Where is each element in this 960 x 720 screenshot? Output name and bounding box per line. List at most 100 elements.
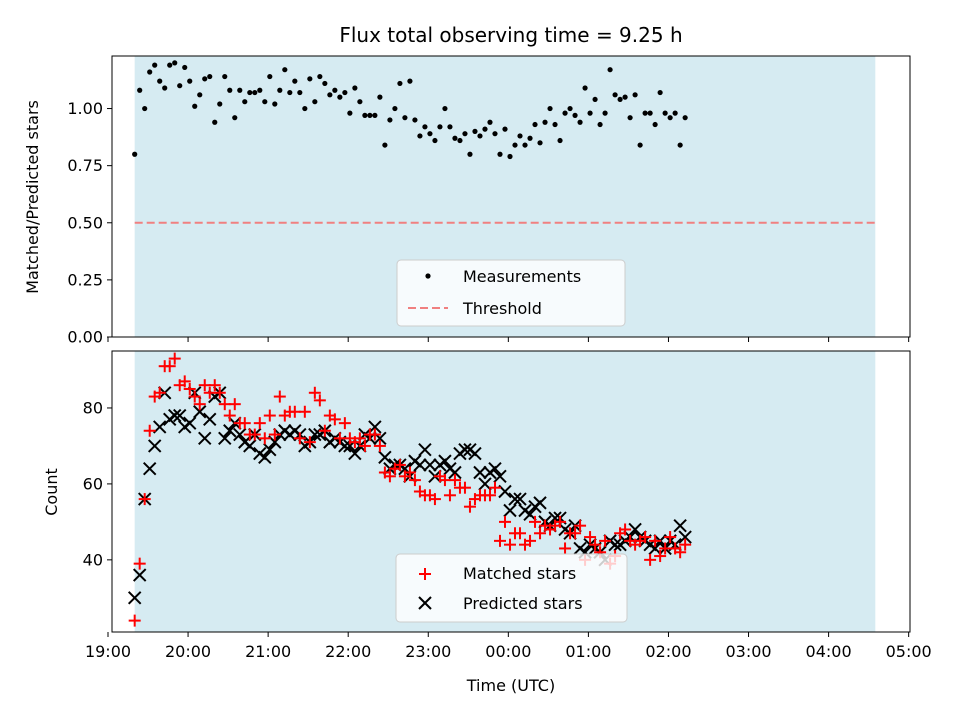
legend-measurements-label: Measurements [463,267,581,286]
predicted-point [498,484,512,499]
measurement-point [347,110,353,116]
measurement-point [267,73,273,80]
predicted-point [423,458,437,472]
top-title: Flux total observing time = 9.25 h [339,23,682,47]
predicted-point [458,443,472,457]
measurement-point [437,124,443,130]
measurement-point [202,76,208,82]
predicted-point [438,454,452,468]
predicted-point [233,427,247,442]
matched-point [458,481,471,494]
matched-point [644,553,657,566]
measurement-point [622,94,628,100]
legend-predicted-marker [418,596,432,610]
measurement-point [272,101,278,107]
measurement-point [542,119,548,125]
x-tick-label: 03:00 [725,642,771,661]
x-tick-label: 01:00 [565,642,611,661]
measurement-point [282,67,288,73]
measurement-point [627,115,633,121]
matched-point [213,386,226,399]
predicted-point [223,424,237,438]
bottom-x-ticks: 19:00 20:00 21:00 22:00 23:00 00:00 01:00 02:00… [85,632,932,661]
measurement-point [612,92,618,98]
matched-point [193,398,206,411]
predicted-point [183,416,197,430]
measurement-point [247,89,253,96]
matched-point [228,398,241,411]
x-tick-label: 20:00 [165,642,211,661]
measurement-point [172,60,178,66]
y-tick-label: 0.75 [67,156,103,175]
measurement-point [137,87,143,93]
measurement-point [562,110,568,116]
bottom-axes-frame [111,350,911,633]
matched-point [203,386,216,399]
predicted-point [378,450,392,465]
measurement-point [452,135,458,141]
predicted-point [448,465,462,480]
measurement-point [302,105,308,112]
measurement-point [227,87,233,93]
measurement-point [607,67,613,73]
top-y-label: Matched/Predicted stars [23,100,42,294]
measurement-point [527,135,533,141]
measurement-point [517,133,523,139]
measurement-point [537,140,543,146]
measurement-point [602,110,608,116]
measurement-point [222,73,228,80]
measurement-point [432,137,438,144]
measurement-points [132,60,688,160]
measurement-point [187,78,193,84]
measurement-point [442,105,448,112]
predicted-point [127,591,142,605]
matched-point [143,424,156,437]
measurement-point [132,151,138,157]
matched-point [313,394,326,407]
matched-point [333,432,346,445]
matched-point [488,481,501,494]
measurement-point [292,78,298,84]
measurement-point [207,73,213,80]
predicted-point [673,518,687,533]
matched-point [514,527,527,540]
predicted-point [193,405,207,419]
predicted-point [308,427,322,442]
predicted-point [368,420,382,434]
measurement-point [397,80,403,87]
matched-point [448,474,461,487]
measurement-point [372,112,378,118]
matched-point [163,360,176,373]
matched-point [639,531,652,544]
measurement-point [162,85,168,91]
x-tick-label: 00:00 [485,642,531,661]
measurement-point [672,110,678,116]
measurement-point [362,112,368,118]
predicted-point [503,503,517,518]
matched-point [178,375,191,388]
predicted-point [243,439,257,453]
matched-point [128,614,141,627]
measurement-point [617,96,623,103]
matched-point [599,534,612,547]
predicted-point [473,465,487,480]
matched-point [574,519,587,532]
matched-point [198,379,211,392]
matched-point [498,515,511,528]
x-tick-label: 23:00 [405,642,451,661]
matched-point [534,527,547,540]
measurement-point [572,112,578,118]
measurement-point [297,89,303,96]
matched-point [393,458,406,471]
y-tick-label: 60 [83,474,103,493]
measurement-point [377,94,383,100]
matched-point [353,432,366,445]
matched-point [529,515,542,528]
matched-point [493,534,506,547]
measurement-point [597,121,603,128]
matched-point [138,493,151,506]
matched-point [183,382,196,395]
matched-point [584,531,597,544]
measurement-point [467,151,473,157]
predicted-point [142,462,157,476]
